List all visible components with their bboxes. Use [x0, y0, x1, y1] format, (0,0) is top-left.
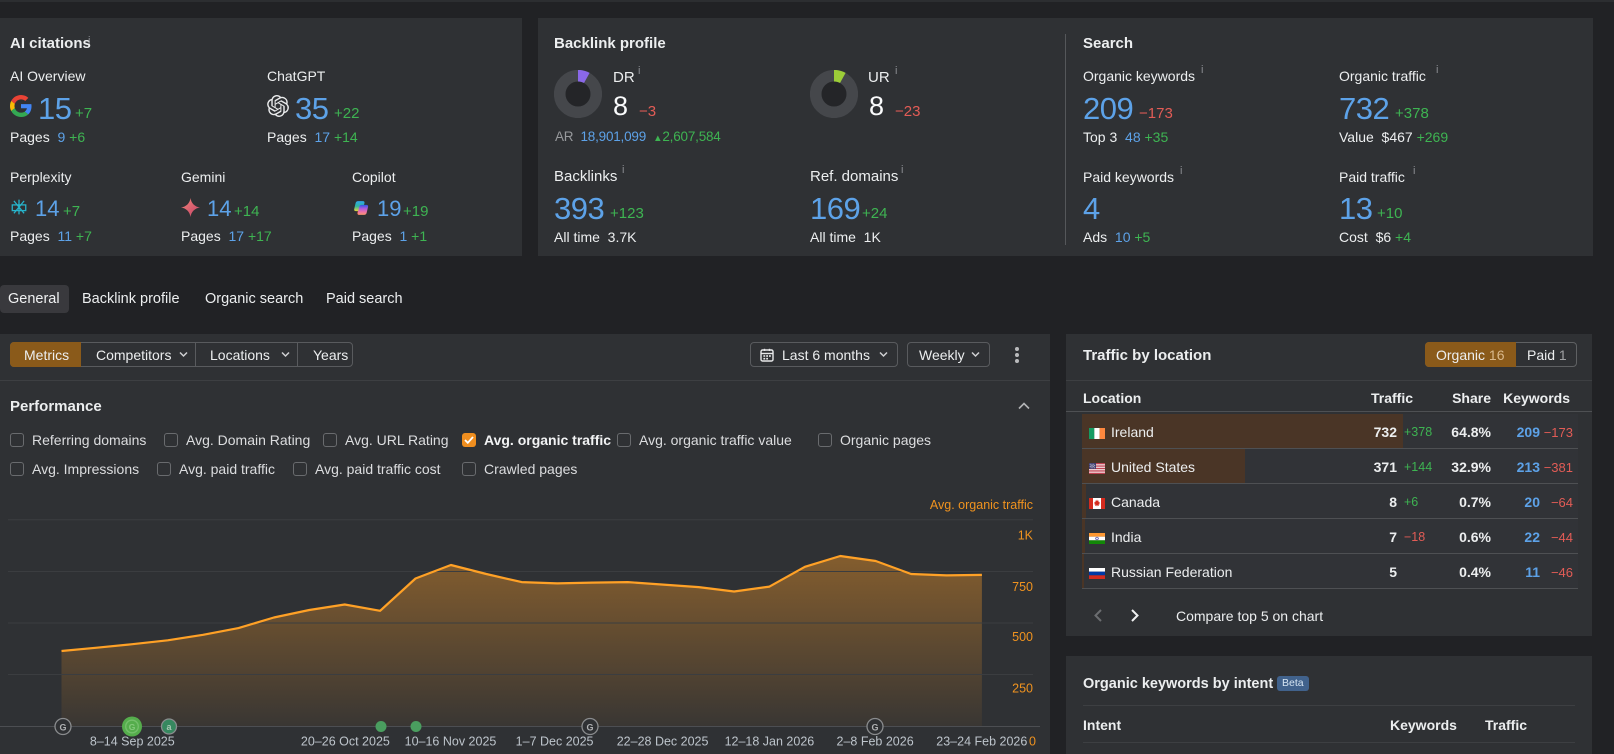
svg-text:12–18 Jan 2026: 12–18 Jan 2026 — [725, 735, 815, 749]
svg-text:2–8 Feb 2026: 2–8 Feb 2026 — [837, 735, 914, 749]
svg-text:500: 500 — [1012, 630, 1033, 644]
svg-text:23–24 Feb 2026: 23–24 Feb 2026 — [936, 735, 1027, 749]
svg-text:1K: 1K — [1018, 529, 1034, 543]
svg-text:G: G — [871, 723, 878, 733]
svg-text:750: 750 — [1012, 580, 1033, 594]
svg-text:10–16 Nov 2025: 10–16 Nov 2025 — [405, 735, 497, 749]
svg-text:250: 250 — [1012, 682, 1033, 696]
svg-text:8–14 Sep 2025: 8–14 Sep 2025 — [90, 735, 175, 749]
svg-text:G: G — [59, 723, 66, 733]
svg-text:22–28 Dec 2025: 22–28 Dec 2025 — [617, 735, 709, 749]
svg-text:1–7 Dec 2025: 1–7 Dec 2025 — [516, 735, 594, 749]
svg-text:0: 0 — [1029, 735, 1036, 749]
svg-text:a: a — [166, 722, 172, 732]
svg-text:20–26 Oct 2025: 20–26 Oct 2025 — [301, 735, 390, 749]
svg-text:G: G — [129, 722, 136, 732]
svg-text:G: G — [586, 723, 593, 733]
